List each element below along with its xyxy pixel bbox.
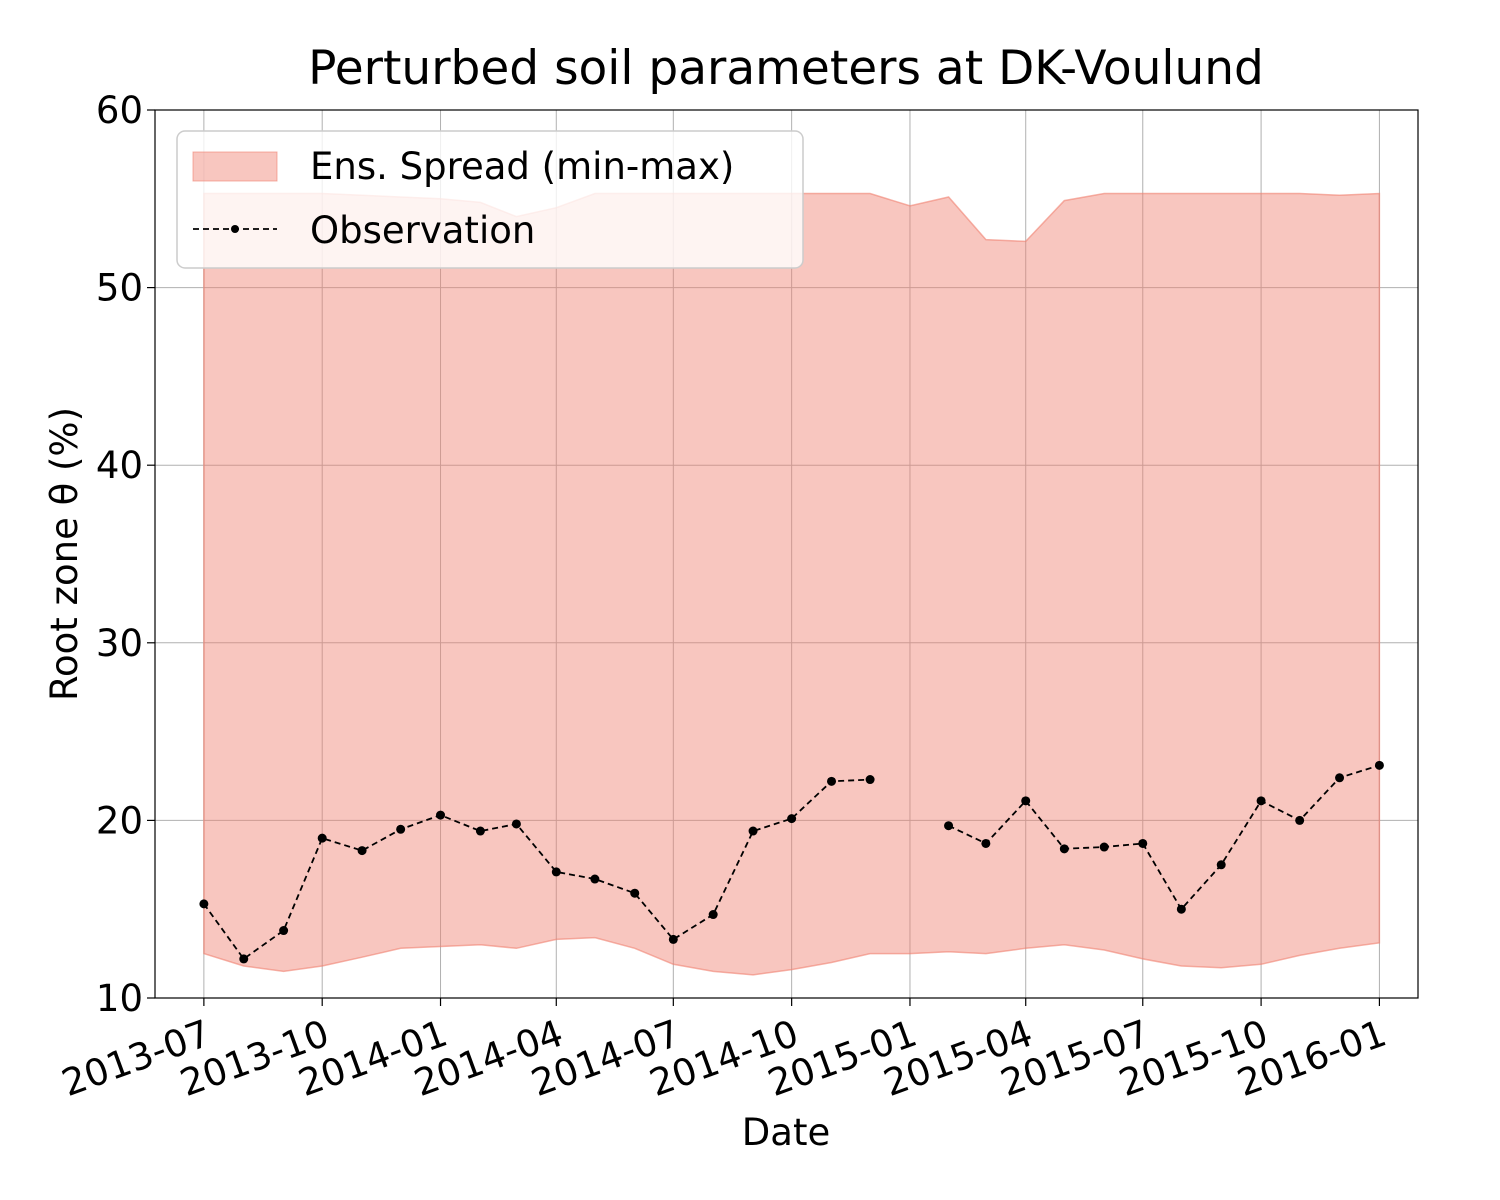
observation-point (511, 819, 521, 829)
spread-band (203, 192, 1381, 976)
spread-band-layer (203, 192, 1381, 976)
observation-point (1059, 844, 1069, 854)
y-tick-label: 60 (96, 89, 143, 132)
plot-frame (154, 109, 1419, 999)
y-tick-label: 10 (96, 977, 143, 1020)
observation-point (787, 814, 797, 824)
observation-line (948, 764, 1380, 911)
observation-point (827, 776, 837, 786)
observation-point (1335, 773, 1345, 783)
observation-point (1138, 838, 1148, 848)
observation-point (1295, 815, 1305, 825)
chart-title: Perturbed soil parameters at DK-Voulund (308, 41, 1264, 96)
observation-point (1256, 796, 1266, 806)
observation-point (1176, 904, 1186, 914)
observation-point (1099, 842, 1109, 852)
observation-point (1216, 860, 1226, 870)
legend-label-observation: Observation (310, 209, 535, 252)
legend-box (176, 130, 804, 269)
y-tick-label: 50 (96, 267, 143, 310)
x-axis-label: Date (742, 1111, 830, 1154)
observation-point (1374, 760, 1384, 770)
observation-point (396, 824, 406, 834)
observation-point (668, 934, 678, 944)
observation-point (1021, 796, 1031, 806)
observation-point (944, 821, 954, 831)
observation-point (199, 899, 209, 909)
y-tick-label: 20 (96, 799, 143, 842)
legend-swatch-spread (192, 151, 278, 182)
legend-label-spread: Ens. Spread (min-max) (310, 145, 734, 188)
y-tick-label: 30 (96, 622, 143, 665)
observation-point (590, 874, 600, 884)
legend-swatch-observation-marker (231, 225, 239, 233)
observation-point (981, 838, 991, 848)
observation-point (865, 775, 875, 785)
observation-point (239, 954, 249, 964)
legend: Ens. Spread (min-max) Observation (176, 130, 804, 269)
observation-point (630, 888, 640, 898)
observation-point (279, 926, 289, 936)
observation-point (475, 826, 485, 836)
x-axis: 2013-072013-102014-012014-042014-072014-… (56, 998, 1392, 1105)
observation-point (436, 810, 446, 820)
observation-point (708, 910, 718, 920)
y-tick-label: 40 (96, 444, 143, 487)
observation-point (551, 867, 561, 877)
y-axis: 10 20 30 40 50 60 (96, 89, 155, 1020)
y-axis-label: Root zone θ (%) (43, 407, 86, 701)
observation-point (357, 846, 367, 856)
observation-layer (199, 760, 1384, 964)
observation-point (317, 833, 327, 843)
observation-point (748, 826, 758, 836)
observation-line (203, 778, 871, 961)
